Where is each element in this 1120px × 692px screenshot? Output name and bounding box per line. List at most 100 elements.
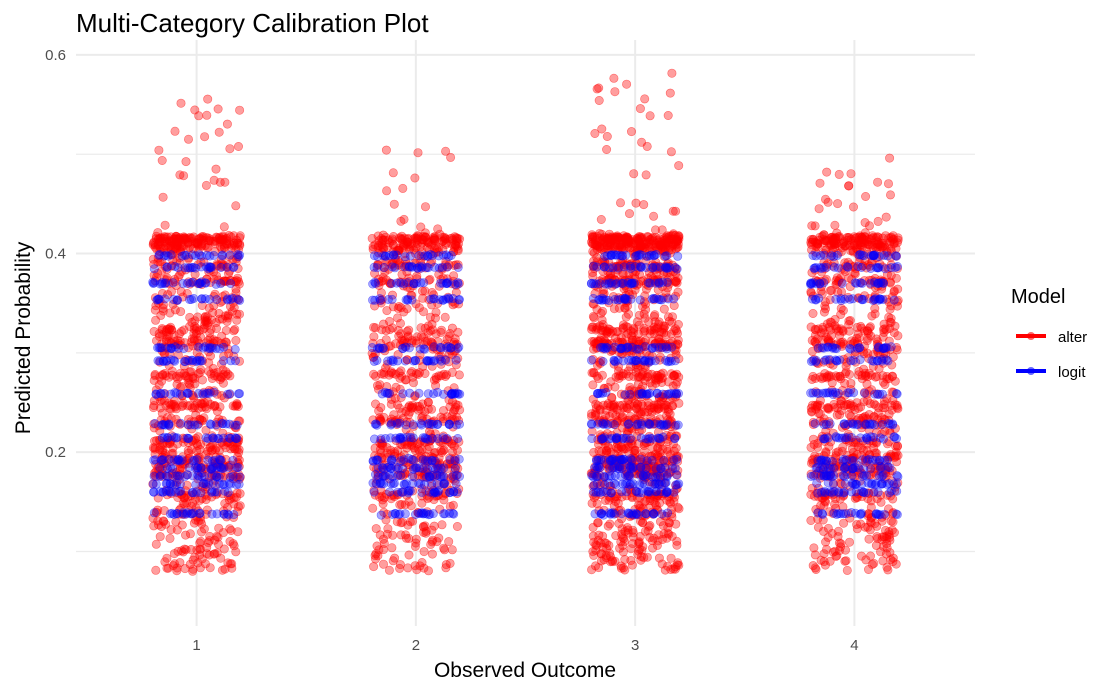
alter-point bbox=[654, 334, 664, 344]
logit-point bbox=[370, 295, 380, 305]
alter-point bbox=[231, 201, 241, 211]
alter-point bbox=[402, 326, 412, 336]
alter-point bbox=[212, 421, 222, 431]
logit-point bbox=[156, 455, 166, 465]
alter-point bbox=[182, 470, 192, 480]
alter-point bbox=[175, 509, 185, 519]
alter-point bbox=[225, 266, 235, 276]
alter-point bbox=[427, 404, 437, 414]
alter-point bbox=[162, 413, 172, 423]
alter-point bbox=[221, 325, 231, 335]
alter-point bbox=[173, 471, 183, 481]
logit-point bbox=[149, 278, 159, 288]
alter-point bbox=[233, 527, 243, 537]
alter-point bbox=[673, 236, 683, 246]
logit-point bbox=[203, 434, 213, 444]
alter-point bbox=[203, 94, 213, 104]
logit-point bbox=[170, 342, 180, 352]
alter-point bbox=[397, 234, 407, 244]
logit-point bbox=[388, 355, 398, 365]
logit-point bbox=[616, 343, 626, 353]
logit-point bbox=[176, 479, 186, 489]
alter-point bbox=[436, 325, 446, 335]
alter-point bbox=[877, 532, 887, 542]
alter-point bbox=[227, 563, 237, 573]
alter-point bbox=[177, 266, 187, 276]
alter-point bbox=[631, 198, 641, 208]
alter-point bbox=[420, 202, 430, 212]
logit-point bbox=[385, 487, 395, 497]
logit-point bbox=[428, 294, 438, 304]
alter-point bbox=[892, 441, 902, 451]
alter-point bbox=[431, 307, 441, 317]
alter-point bbox=[634, 538, 644, 548]
alter-point bbox=[450, 405, 460, 415]
logit-point bbox=[423, 263, 433, 273]
alter-point bbox=[810, 563, 820, 573]
alter-point bbox=[886, 516, 896, 526]
alter-point bbox=[175, 465, 185, 475]
logit-point bbox=[625, 471, 635, 481]
alter-point bbox=[186, 417, 196, 427]
alter-point bbox=[212, 323, 222, 333]
logit-point bbox=[179, 343, 189, 353]
alter-point bbox=[667, 68, 677, 78]
alter-point bbox=[880, 324, 890, 334]
logit-point bbox=[222, 294, 232, 304]
alter-point bbox=[217, 391, 227, 401]
alter-point bbox=[812, 334, 822, 344]
points-layer bbox=[148, 68, 903, 576]
alter-point bbox=[814, 204, 824, 214]
logit-point bbox=[454, 454, 464, 464]
alter-point bbox=[833, 532, 843, 542]
alter-point bbox=[181, 530, 191, 540]
alter-point bbox=[219, 544, 229, 554]
alter-point bbox=[439, 545, 449, 555]
alter-point bbox=[162, 324, 172, 334]
alter-point bbox=[218, 378, 228, 388]
alter-point bbox=[668, 206, 678, 216]
alter-point bbox=[883, 179, 893, 189]
alter-point bbox=[180, 338, 190, 348]
alter-point bbox=[150, 305, 160, 315]
alter-point bbox=[151, 315, 161, 325]
alter-point bbox=[846, 169, 856, 179]
alter-point bbox=[182, 288, 192, 298]
alter-point bbox=[212, 261, 222, 271]
alter-point bbox=[165, 308, 175, 318]
alter-point bbox=[622, 79, 632, 89]
alter-point bbox=[167, 399, 177, 409]
alter-point bbox=[157, 266, 167, 276]
alter-point bbox=[197, 481, 207, 491]
logit-point bbox=[411, 278, 421, 288]
logit-point bbox=[233, 250, 243, 260]
alter-point bbox=[588, 322, 598, 332]
alter-point bbox=[149, 521, 159, 531]
alter-point bbox=[185, 400, 195, 410]
logit-point bbox=[673, 251, 683, 261]
alter-point bbox=[168, 448, 178, 458]
logit-point bbox=[454, 471, 464, 481]
logit-point bbox=[608, 263, 618, 273]
alter-point bbox=[861, 192, 871, 202]
alter-point bbox=[614, 242, 624, 252]
alter-point bbox=[613, 327, 623, 337]
alter-point bbox=[167, 431, 177, 441]
logit-point bbox=[659, 455, 669, 465]
alter-point bbox=[378, 559, 388, 569]
alter-point bbox=[185, 321, 195, 331]
alter-point bbox=[825, 317, 835, 327]
alter-point bbox=[219, 242, 229, 252]
alter-point bbox=[440, 312, 450, 322]
alter-point bbox=[448, 500, 458, 510]
alter-point bbox=[378, 534, 388, 544]
alter-point bbox=[175, 329, 185, 339]
alter-point bbox=[170, 126, 180, 136]
alter-point bbox=[203, 397, 213, 407]
alter-point bbox=[190, 552, 200, 562]
alter-point bbox=[222, 512, 232, 522]
alter-point bbox=[819, 549, 829, 559]
logit-point bbox=[192, 357, 202, 367]
logit-point bbox=[223, 389, 233, 399]
